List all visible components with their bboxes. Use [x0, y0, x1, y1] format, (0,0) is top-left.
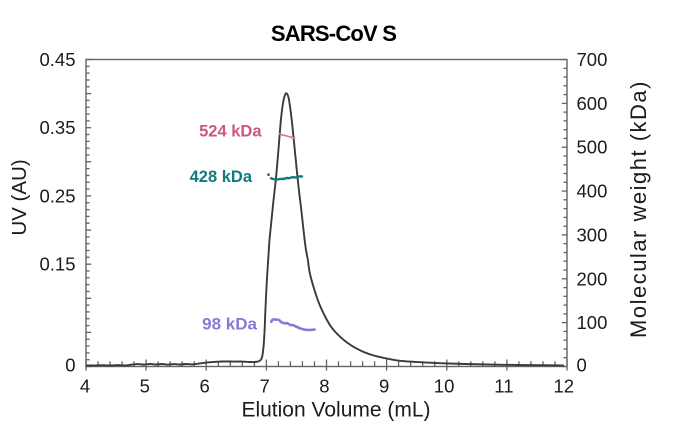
- svg-text:9: 9: [379, 376, 389, 397]
- svg-text:Elution Volume (mL): Elution Volume (mL): [241, 399, 430, 422]
- svg-text:700: 700: [577, 49, 608, 70]
- svg-text:5: 5: [140, 376, 150, 397]
- svg-text:0.25: 0.25: [39, 185, 75, 206]
- svg-text:10: 10: [434, 376, 455, 397]
- svg-text:7: 7: [259, 376, 269, 397]
- svg-text:6: 6: [200, 376, 210, 397]
- svg-text:Molecular weight (kDa): Molecular weight (kDa): [626, 80, 651, 338]
- svg-text:SARS-CoV S: SARS-CoV S: [271, 21, 396, 46]
- svg-text:0: 0: [577, 355, 587, 376]
- svg-text:11: 11: [494, 376, 513, 397]
- svg-text:600: 600: [577, 93, 608, 114]
- svg-text:0.45: 0.45: [39, 49, 75, 70]
- svg-text:8: 8: [319, 376, 329, 397]
- svg-text:12: 12: [554, 376, 575, 397]
- svg-text:428 kDa: 428 kDa: [190, 168, 253, 186]
- svg-text:4: 4: [80, 376, 90, 397]
- svg-text:300: 300: [577, 224, 608, 245]
- svg-text:UV (AU): UV (AU): [8, 159, 31, 235]
- svg-text:0: 0: [65, 355, 75, 376]
- svg-text:400: 400: [577, 181, 608, 202]
- svg-text:0.35: 0.35: [39, 117, 75, 138]
- svg-text:500: 500: [577, 137, 608, 158]
- svg-text:100: 100: [577, 312, 608, 333]
- svg-text:98 kDa: 98 kDa: [202, 315, 257, 334]
- svg-text:0.15: 0.15: [39, 254, 75, 275]
- svg-text:524 kDa: 524 kDa: [199, 122, 262, 140]
- svg-text:200: 200: [577, 268, 608, 289]
